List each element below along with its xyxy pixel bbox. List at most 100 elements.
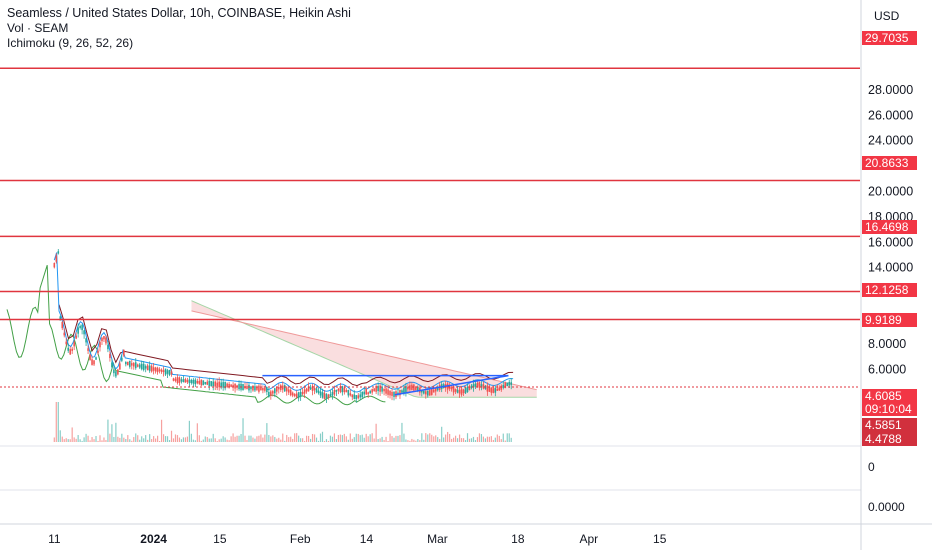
volume-bar (242, 418, 244, 442)
volume-bar (472, 436, 475, 442)
candle-body (353, 394, 356, 399)
candle-body (210, 381, 213, 387)
volume-bar (309, 438, 312, 442)
candle-body (313, 387, 316, 391)
volume-bar (268, 434, 270, 442)
candle-body (436, 386, 439, 391)
indicator-pane-tick: 0.0000 (868, 500, 905, 514)
candle-body (341, 386, 344, 393)
volume-bar (121, 433, 123, 442)
candle-body (182, 379, 185, 383)
volume-bar (61, 436, 63, 442)
volume-bar (429, 433, 431, 442)
volume-bar (385, 436, 387, 442)
volume-bar (333, 433, 336, 442)
volume-bar (435, 435, 437, 442)
volume-bar (329, 435, 332, 442)
volume-bar (272, 435, 274, 442)
volume-bar (87, 435, 89, 442)
candle-body (317, 390, 320, 394)
candle-body (472, 384, 475, 388)
candle-body (154, 367, 157, 372)
symbol-title[interactable]: Seamless / United States Dollar, 10h, CO… (7, 6, 351, 20)
volume-bar (256, 436, 258, 442)
candle-body (85, 338, 87, 343)
volume-bar (139, 439, 141, 442)
volume-bar (311, 433, 314, 442)
candle-body (162, 370, 165, 373)
candle-body (428, 390, 431, 396)
candle-body (369, 390, 371, 394)
volume-bar (75, 438, 77, 442)
candle-body (405, 386, 407, 393)
candle-body (355, 395, 358, 400)
volume-bar (304, 440, 306, 442)
cloud-fill (191, 300, 537, 398)
volume-bar (439, 438, 441, 442)
candle-body (291, 392, 294, 396)
candle-body (476, 383, 479, 387)
time-tick-label: 11 (48, 532, 61, 546)
candle-body (83, 330, 85, 335)
candle-body (188, 379, 191, 384)
volume-legend[interactable]: Vol · SEAM (7, 21, 69, 35)
volume-bar (510, 437, 512, 442)
volume-bar (137, 435, 139, 442)
candle-body (97, 350, 99, 354)
volume-bar (480, 434, 483, 442)
volume-bar (490, 436, 492, 442)
volume-bar (194, 440, 196, 442)
candle-body (480, 384, 483, 387)
candle-body (158, 369, 161, 372)
candle-body (123, 349, 125, 356)
candle-body (305, 388, 308, 392)
candle-body (150, 365, 153, 372)
candle-body (494, 388, 497, 393)
ichimoku-legend[interactable]: Ichimoku (9, 26, 52, 26) (7, 36, 134, 50)
volume-bar (325, 439, 328, 442)
candle-body (456, 389, 459, 393)
volume-bar (423, 439, 425, 442)
currency-label[interactable]: USD (874, 9, 900, 23)
candle-body (500, 385, 503, 390)
candle-body (140, 363, 143, 370)
volume-bar (250, 435, 252, 442)
candle-body (144, 366, 147, 369)
candle-body (224, 381, 226, 389)
candle-body (510, 382, 513, 385)
volume-bar (244, 435, 246, 442)
volume-bar (206, 437, 208, 442)
candle-body (115, 371, 117, 377)
volume-bar (67, 439, 69, 442)
volume-bar (379, 438, 381, 442)
candle-body (134, 362, 137, 369)
volume-bar (127, 435, 129, 442)
candle-body (389, 390, 391, 396)
volume-bar (170, 430, 173, 442)
candle-body (327, 394, 330, 398)
volume-bar (387, 440, 389, 442)
candle-body (238, 384, 240, 390)
candle-body (466, 386, 469, 392)
volume-bar (292, 438, 294, 442)
candle-body (391, 391, 393, 396)
volume-bar (482, 436, 485, 442)
candle-body (488, 387, 491, 392)
candle-body (111, 362, 113, 368)
candle-body (462, 389, 465, 394)
candle-body (283, 385, 286, 392)
volume-bar (262, 437, 264, 442)
volume-bar (91, 437, 93, 442)
level-tag-16-4698: 16.4698 (862, 220, 917, 234)
candle-body (248, 384, 250, 391)
candle-body (212, 381, 215, 387)
candle-body (69, 349, 71, 355)
volume-bar (331, 436, 334, 442)
volume-bar (433, 436, 435, 442)
candle-body (377, 386, 379, 392)
volume-bar (286, 434, 288, 442)
volume-bar (317, 440, 320, 442)
volume-bar (363, 437, 365, 442)
